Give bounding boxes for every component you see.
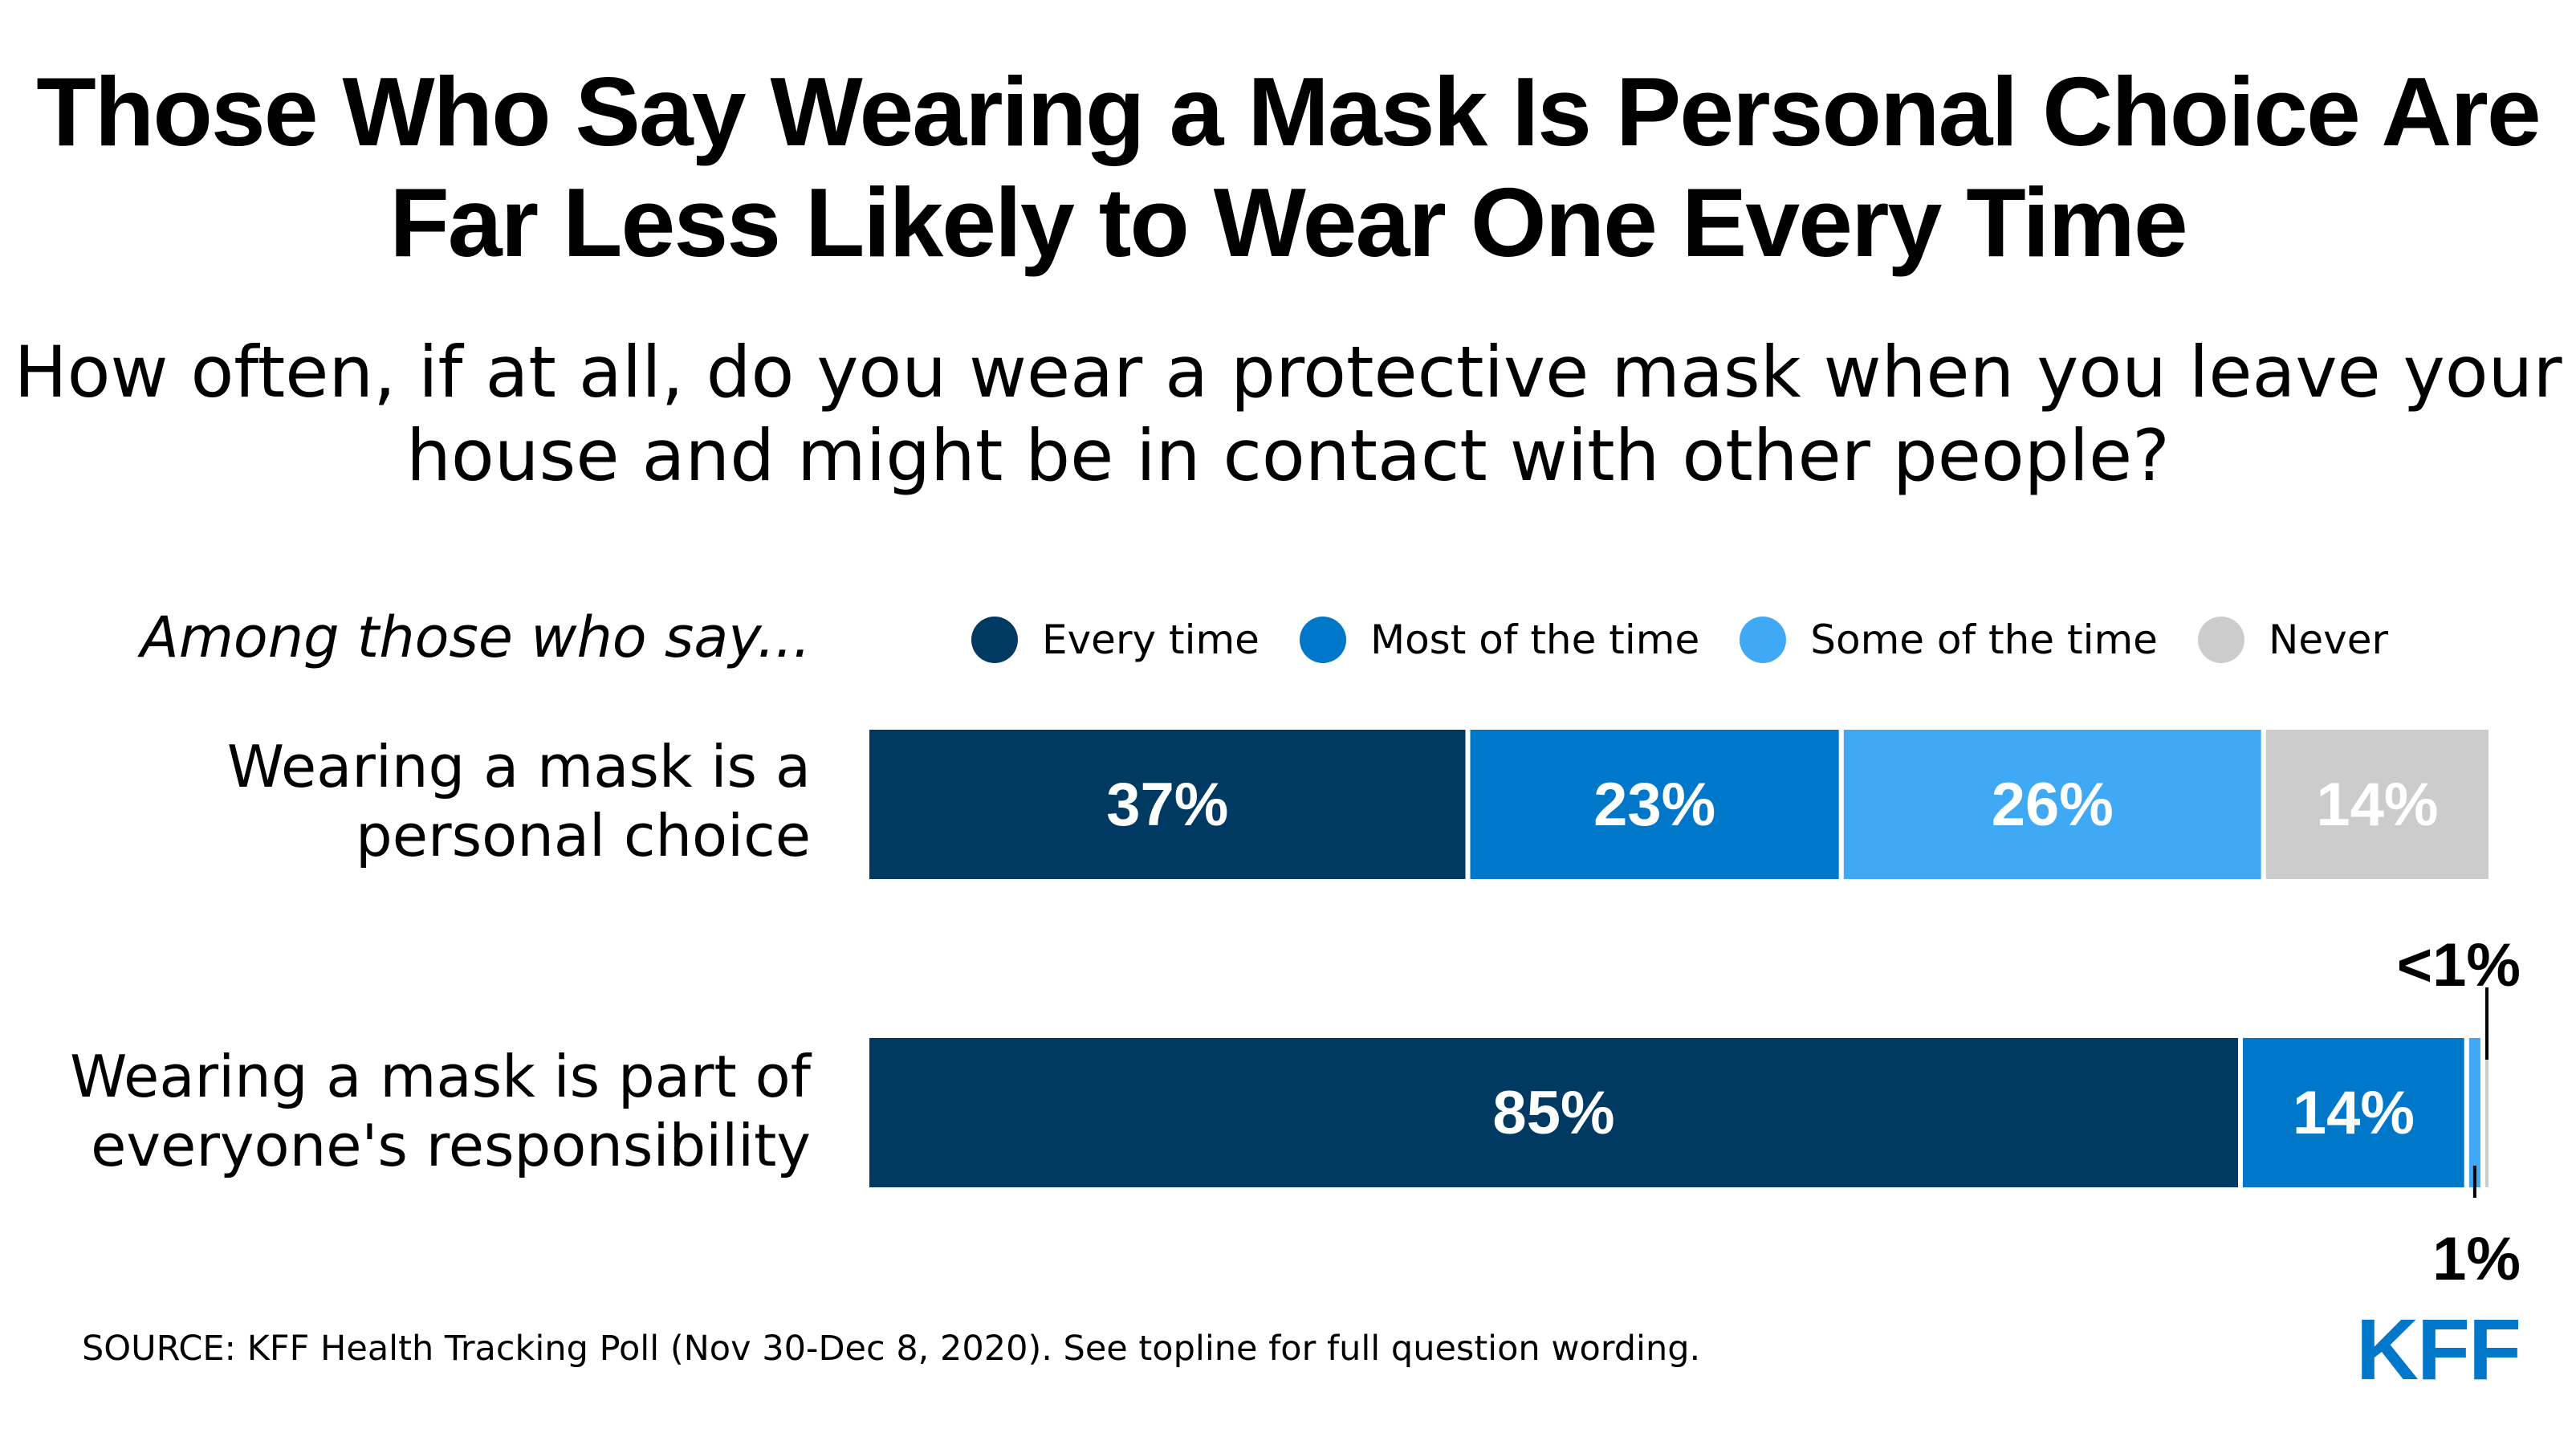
- chart-title-line2: Far Less Likely to Wear One Every Time: [389, 168, 2188, 277]
- legend-item-most-of-the-time: Most of the time: [1299, 617, 1700, 663]
- callout-label-row1-never: <1%: [2397, 931, 2521, 999]
- data-label-row0-every-time: 37%: [1106, 771, 1228, 839]
- among-label: Among those who say...: [140, 604, 811, 670]
- kff-logo: KFF: [2356, 1300, 2521, 1398]
- chart-subtitle: How often, if at all, do you wear a prot…: [0, 331, 2576, 498]
- data-label-row1-every-time: 85%: [1492, 1079, 1614, 1147]
- category-label-responsibility-line1: Wearing a mask is part of: [70, 1043, 811, 1110]
- legend-label-some-of-the-time: Some of the time: [1810, 617, 2158, 663]
- legend-swatch-every-time: [971, 617, 1018, 663]
- chart-subtitle-line1: How often, if at all, do you wear a prot…: [14, 331, 2562, 413]
- bar-segment-row1-most-of-the-time: [2237, 1033, 2469, 1192]
- legend-swatch-never: [2197, 617, 2244, 663]
- legend-label-never: Never: [2268, 617, 2389, 663]
- legend-item-some-of-the-time: Some of the time: [1740, 617, 2158, 663]
- category-label-responsibility: Wearing a mask is part of everyone's res…: [0, 1042, 811, 1180]
- category-label-personal-choice-line2: personal choice: [356, 802, 811, 869]
- legend-label-every-time: Every time: [1042, 617, 1260, 663]
- legend-swatch-most-of-the-time: [1299, 617, 1346, 663]
- legend: Every time Most of the time Some of the …: [971, 612, 2428, 668]
- category-label-responsibility-line2: everyone's responsibility: [91, 1112, 811, 1179]
- data-label-row0-never: 14%: [2316, 771, 2438, 839]
- legend-item-every-time: Every time: [971, 617, 1260, 663]
- callout-label-row1-some-of-the-time: 1%: [2432, 1225, 2521, 1293]
- bar-segment-row0-every-time: [865, 725, 1471, 884]
- source-note: SOURCE: KFF Health Tracking Poll (Nov 30…: [82, 1329, 1701, 1369]
- bar-segment-row0-most-of-the-time: [1465, 725, 1844, 884]
- legend-label-most-of-the-time: Most of the time: [1369, 617, 1700, 663]
- legend-item-never: Never: [2197, 617, 2389, 663]
- chart-title-line1: Those Who Say Wearing a Mask Is Personal…: [36, 57, 2541, 166]
- legend-swatch-some-of-the-time: [1740, 617, 1787, 663]
- bar-segment-row1-every-time: [865, 1033, 2243, 1192]
- category-label-personal-choice-line1: Wearing a mask is a: [226, 733, 811, 800]
- data-label-row1-most-of-the-time: 14%: [2293, 1079, 2415, 1147]
- category-label-personal-choice: Wearing a mask is a personal choice: [0, 732, 811, 870]
- data-label-row0-most-of-the-time: 23%: [1593, 771, 1715, 839]
- chart-subtitle-line2: house and might be in contact with other…: [406, 414, 2170, 497]
- bar-segment-row0-never: [2261, 725, 2494, 884]
- data-label-row0-some-of-the-time: 26%: [1992, 771, 2114, 839]
- chart-title: Those Who Say Wearing a Mask Is Personal…: [0, 56, 2576, 278]
